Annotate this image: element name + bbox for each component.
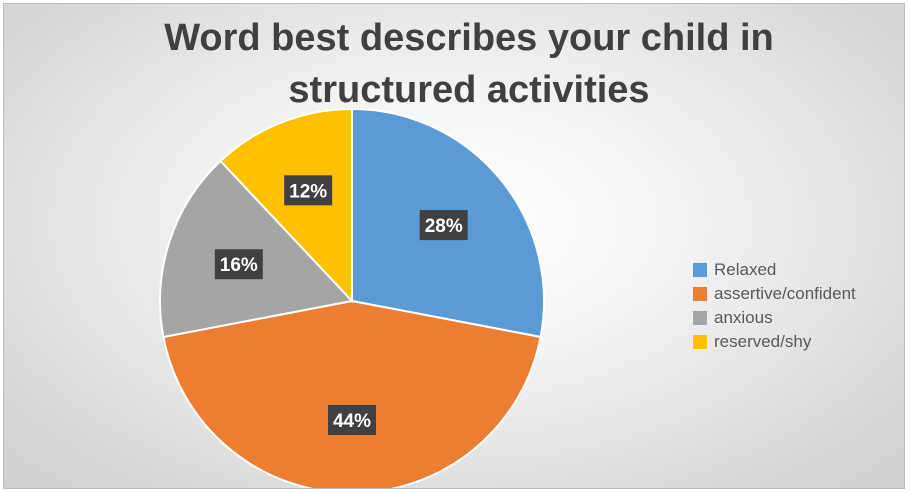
legend-label-anxious: anxious <box>714 308 773 327</box>
data-label-text-assertive-confident: 44% <box>333 411 371 432</box>
legend-swatch-reserved-shy <box>693 335 707 349</box>
data-label-text-reserved-shy: 12% <box>289 181 327 202</box>
legend-swatch-anxious <box>693 311 707 325</box>
data-label-text-relaxed: 28% <box>425 216 463 237</box>
chart-legend: Relaxed assertive/confident anxious rese… <box>693 258 856 354</box>
data-label-box-reserved-shy <box>284 175 333 206</box>
chart-title-line-2: structured activities <box>288 69 650 111</box>
legend-swatch-assertive-confident <box>693 287 707 301</box>
legend-item-relaxed: Relaxed <box>693 258 856 282</box>
chart-title-line-1: Word best describes your child in <box>164 17 774 59</box>
pie-slice-assertive-confident <box>162 299 542 488</box>
legend-item-reserved-shy: reserved/shy <box>693 330 856 354</box>
chart-frame: Word best describes your child in struct… <box>3 3 905 489</box>
data-label-box-relaxed <box>419 210 468 241</box>
legend-swatch-relaxed <box>693 263 707 277</box>
pie-chart: 28% 44% 16% 12% <box>159 107 545 488</box>
legend-label-reserved-shy: reserved/shy <box>714 332 812 351</box>
data-label-box-assertive-confident <box>328 405 376 436</box>
data-label-anxious: 16% <box>214 249 263 280</box>
data-label-box-anxious <box>214 249 263 280</box>
legend-label-relaxed: Relaxed <box>714 260 777 279</box>
legend-item-anxious: anxious <box>693 306 856 330</box>
chart-title: Word best describes your child in struct… <box>4 12 904 116</box>
data-label-text-anxious: 16% <box>220 255 258 276</box>
data-label-assertive-confident: 44% <box>328 405 376 436</box>
data-label-reserved-shy: 12% <box>284 175 333 206</box>
legend-label-assertive-confident: assertive/confident <box>714 284 856 303</box>
legend-item-assertive-confident: assertive/confident <box>693 282 856 306</box>
pie-slice-anxious <box>159 159 354 339</box>
data-label-relaxed: 28% <box>419 210 468 241</box>
